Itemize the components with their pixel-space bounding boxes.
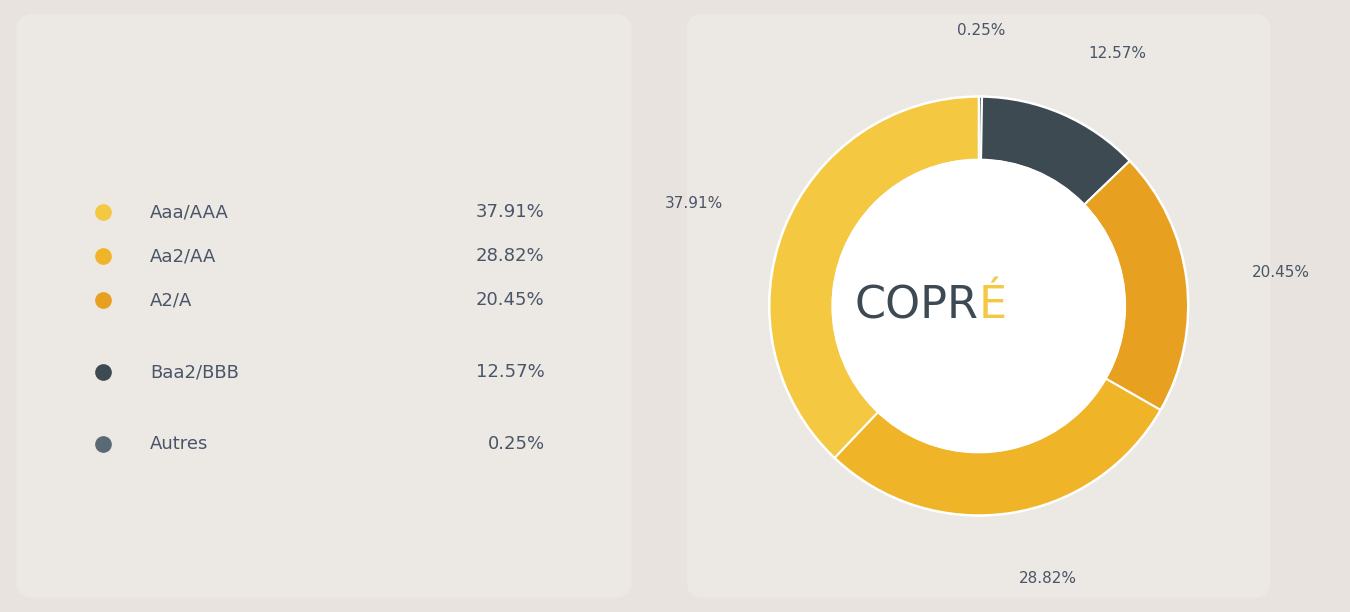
- Wedge shape: [1084, 161, 1188, 410]
- Wedge shape: [834, 378, 1161, 515]
- FancyBboxPatch shape: [16, 14, 632, 598]
- Wedge shape: [979, 97, 981, 160]
- Wedge shape: [981, 97, 1130, 205]
- Text: Baa2/BBB: Baa2/BBB: [150, 363, 239, 381]
- Text: Aaa/AAA: Aaa/AAA: [150, 203, 228, 222]
- Text: Aa2/AA: Aa2/AA: [150, 247, 216, 266]
- Text: 12.57%: 12.57%: [1088, 46, 1146, 61]
- Text: 28.82%: 28.82%: [1019, 571, 1077, 586]
- Text: 0.25%: 0.25%: [487, 435, 544, 453]
- Text: 28.82%: 28.82%: [477, 247, 544, 266]
- Text: 0.25%: 0.25%: [957, 23, 1006, 38]
- Text: 12.57%: 12.57%: [475, 363, 544, 381]
- Text: 37.91%: 37.91%: [475, 203, 544, 222]
- Text: A2/A: A2/A: [150, 291, 192, 310]
- Text: 37.91%: 37.91%: [664, 196, 724, 211]
- FancyBboxPatch shape: [687, 14, 1270, 598]
- Text: 20.45%: 20.45%: [477, 291, 544, 310]
- Wedge shape: [769, 97, 1188, 515]
- Text: 20.45%: 20.45%: [1251, 265, 1310, 280]
- Text: COPR: COPR: [855, 285, 979, 327]
- Wedge shape: [769, 97, 979, 458]
- Circle shape: [833, 160, 1125, 452]
- Text: É: É: [979, 285, 1007, 327]
- Text: Autres: Autres: [150, 435, 208, 453]
